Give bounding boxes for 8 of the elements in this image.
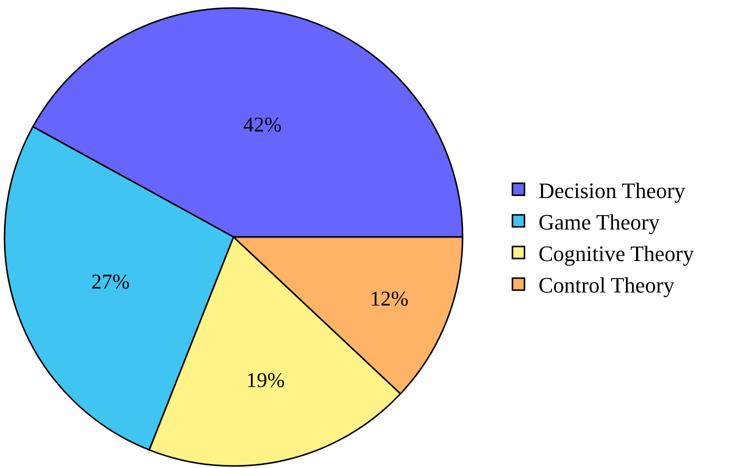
- legend-label: Cognitive Theory: [538, 241, 694, 266]
- data-label: 27%: [91, 269, 130, 294]
- legend-label: Control Theory: [538, 272, 674, 298]
- data-label: 19%: [246, 368, 285, 392]
- data-label: 12%: [370, 286, 408, 311]
- legend-label: Decision Theory: [538, 178, 686, 203]
- legend-label: Game Theory: [538, 209, 660, 234]
- data-label: 42%: [243, 112, 282, 136]
